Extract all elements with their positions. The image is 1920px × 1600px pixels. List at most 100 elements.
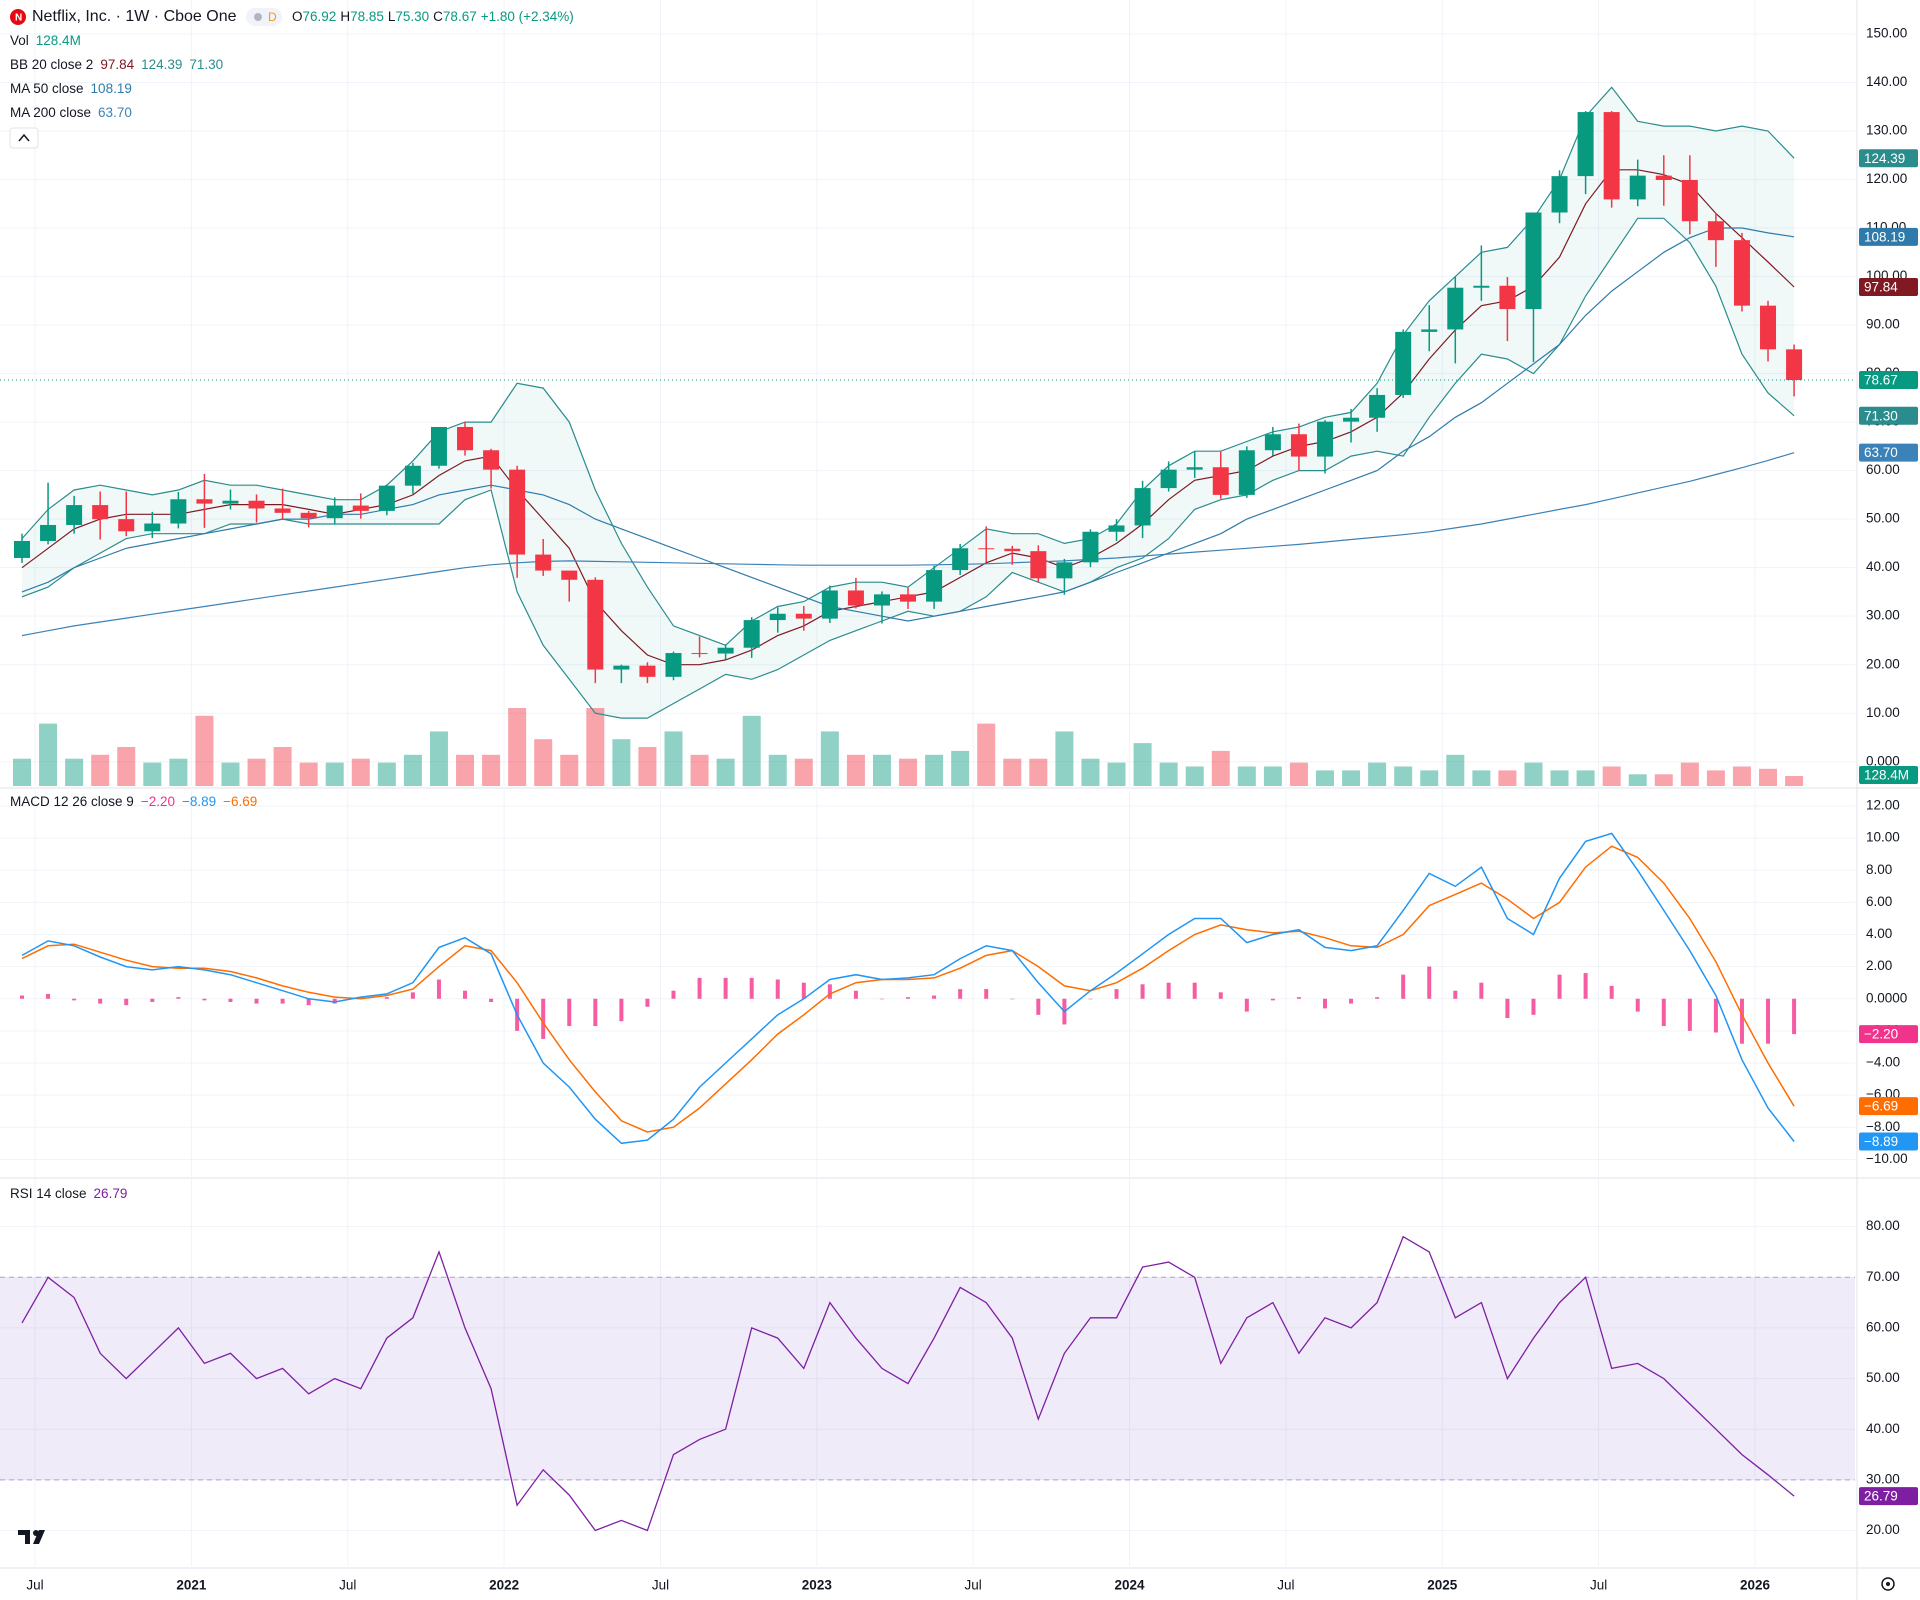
y-tick-label: 12.00 — [1866, 798, 1900, 813]
candle-body — [952, 548, 969, 571]
histogram-bar — [1349, 998, 1354, 1004]
macd-tag-bg — [1859, 1132, 1918, 1151]
histogram-bar — [697, 977, 702, 999]
candle-body — [1343, 417, 1360, 422]
histogram-bar — [358, 997, 363, 999]
histogram-bar — [1244, 998, 1249, 1012]
candle-body — [665, 653, 682, 677]
close-tag-bg — [1859, 371, 1918, 390]
volume-bar — [143, 762, 162, 786]
badge: D — [268, 10, 277, 24]
volume-bar — [1576, 770, 1595, 786]
volume-bar — [429, 731, 448, 786]
x-tick-label: 2021 — [176, 1578, 207, 1593]
y-tick-label: 50.00 — [1866, 511, 1900, 526]
histogram-bar — [1010, 998, 1015, 1000]
candle-body — [613, 665, 630, 670]
candle-body — [639, 665, 656, 677]
candle-body — [926, 570, 943, 602]
volume-bar — [1316, 770, 1334, 786]
histogram-bar — [20, 995, 24, 999]
candle-body — [691, 653, 708, 655]
rsi-tag-bg — [1859, 1487, 1918, 1506]
indicator-legend: RSI 14 close 26.79 — [10, 1186, 127, 1201]
histogram-bar — [384, 997, 389, 999]
histogram-bar — [1427, 966, 1432, 999]
volume-bar — [899, 758, 918, 786]
y-tick-label: 40.00 — [1866, 559, 1900, 574]
volume-tag: 128.4M — [1864, 768, 1909, 783]
histogram-bar — [1792, 998, 1797, 1035]
volume-bar — [1368, 762, 1387, 786]
x-tick-label: Jul — [965, 1578, 982, 1593]
candle-body — [769, 613, 786, 621]
volume-bar — [39, 723, 58, 786]
candle-body — [352, 505, 369, 511]
x-tick-label: 2022 — [489, 1578, 519, 1593]
volume-bar — [325, 762, 344, 786]
histogram-bar — [46, 993, 51, 999]
histogram-bar — [1583, 973, 1588, 999]
indicator-name: Vol — [10, 33, 29, 48]
x-tick-label: Jul — [339, 1578, 356, 1593]
volume-bar — [1185, 766, 1204, 786]
candle-body — [1238, 450, 1255, 495]
histogram-bar — [801, 982, 806, 999]
histogram-bar — [1375, 997, 1380, 999]
candle-body — [1681, 180, 1698, 222]
candle-body — [1499, 285, 1516, 310]
close-tag: 78.67 — [1864, 373, 1898, 388]
collapse-box[interactable] — [9, 127, 39, 149]
volume-bar — [716, 758, 735, 786]
bb-upper-tag-bg — [1859, 149, 1918, 168]
bb-upper-tag: 124.39 — [1864, 151, 1905, 166]
rsi-tag: 26.79 — [1864, 1489, 1898, 1504]
collapse-button[interactable] — [9, 127, 39, 149]
candle-body — [535, 554, 552, 571]
indicator-name: MA 200 close — [10, 105, 91, 120]
indicator-name: MA 50 close — [10, 81, 84, 96]
bb-basis-tag: 97.84 — [1864, 280, 1898, 295]
volume-bar — [169, 758, 188, 786]
candle-body — [248, 500, 265, 509]
volume-bar — [586, 708, 605, 786]
symbol-title: Netflix, Inc. · 1W · Cboe One — [32, 8, 237, 25]
volume-bar — [1706, 770, 1725, 786]
candle-body — [1186, 467, 1203, 470]
candle-body — [1447, 287, 1464, 330]
macd-tag: −8.89 — [1864, 1134, 1898, 1149]
candle-body — [92, 505, 109, 520]
settings-icon-center[interactable] — [1886, 1582, 1890, 1586]
volume-bar — [820, 731, 839, 786]
volume-bar — [1680, 762, 1699, 786]
candle-body — [404, 465, 421, 486]
volume-bar — [768, 754, 787, 786]
y-tick-label: 6.00 — [1866, 894, 1892, 909]
volume-bar — [612, 739, 631, 786]
histogram-bar — [1453, 990, 1458, 999]
settings-icon[interactable] — [1881, 1577, 1895, 1591]
candle-body — [1134, 488, 1151, 526]
volume-bar — [534, 739, 553, 786]
y-tick-label: 30.00 — [1866, 1471, 1900, 1486]
volume-bar — [482, 754, 501, 786]
volume-bar — [690, 754, 709, 786]
volume-bar — [1003, 758, 1022, 786]
y-tick-label: 10.00 — [1866, 705, 1900, 720]
indicator-legend: MA 50 close 108.19 — [10, 81, 132, 96]
collapse-icon[interactable] — [18, 133, 30, 142]
signal-tag-bg — [1859, 1097, 1918, 1116]
volume-bar — [846, 754, 865, 786]
volume-bar — [1628, 774, 1647, 786]
candle-body — [1395, 331, 1412, 395]
candle-body — [222, 500, 239, 504]
rsi-band — [0, 1277, 1855, 1480]
volume-bar — [1759, 768, 1778, 786]
candle-body — [978, 548, 995, 550]
settings-button[interactable] — [1881, 1577, 1895, 1591]
y-tick-label: 30.00 — [1866, 608, 1900, 623]
ohlc-key: O — [292, 9, 303, 24]
y-tick-label: −10.00 — [1866, 1151, 1908, 1166]
histogram-bar — [1609, 985, 1614, 999]
candle-body — [1290, 434, 1307, 457]
